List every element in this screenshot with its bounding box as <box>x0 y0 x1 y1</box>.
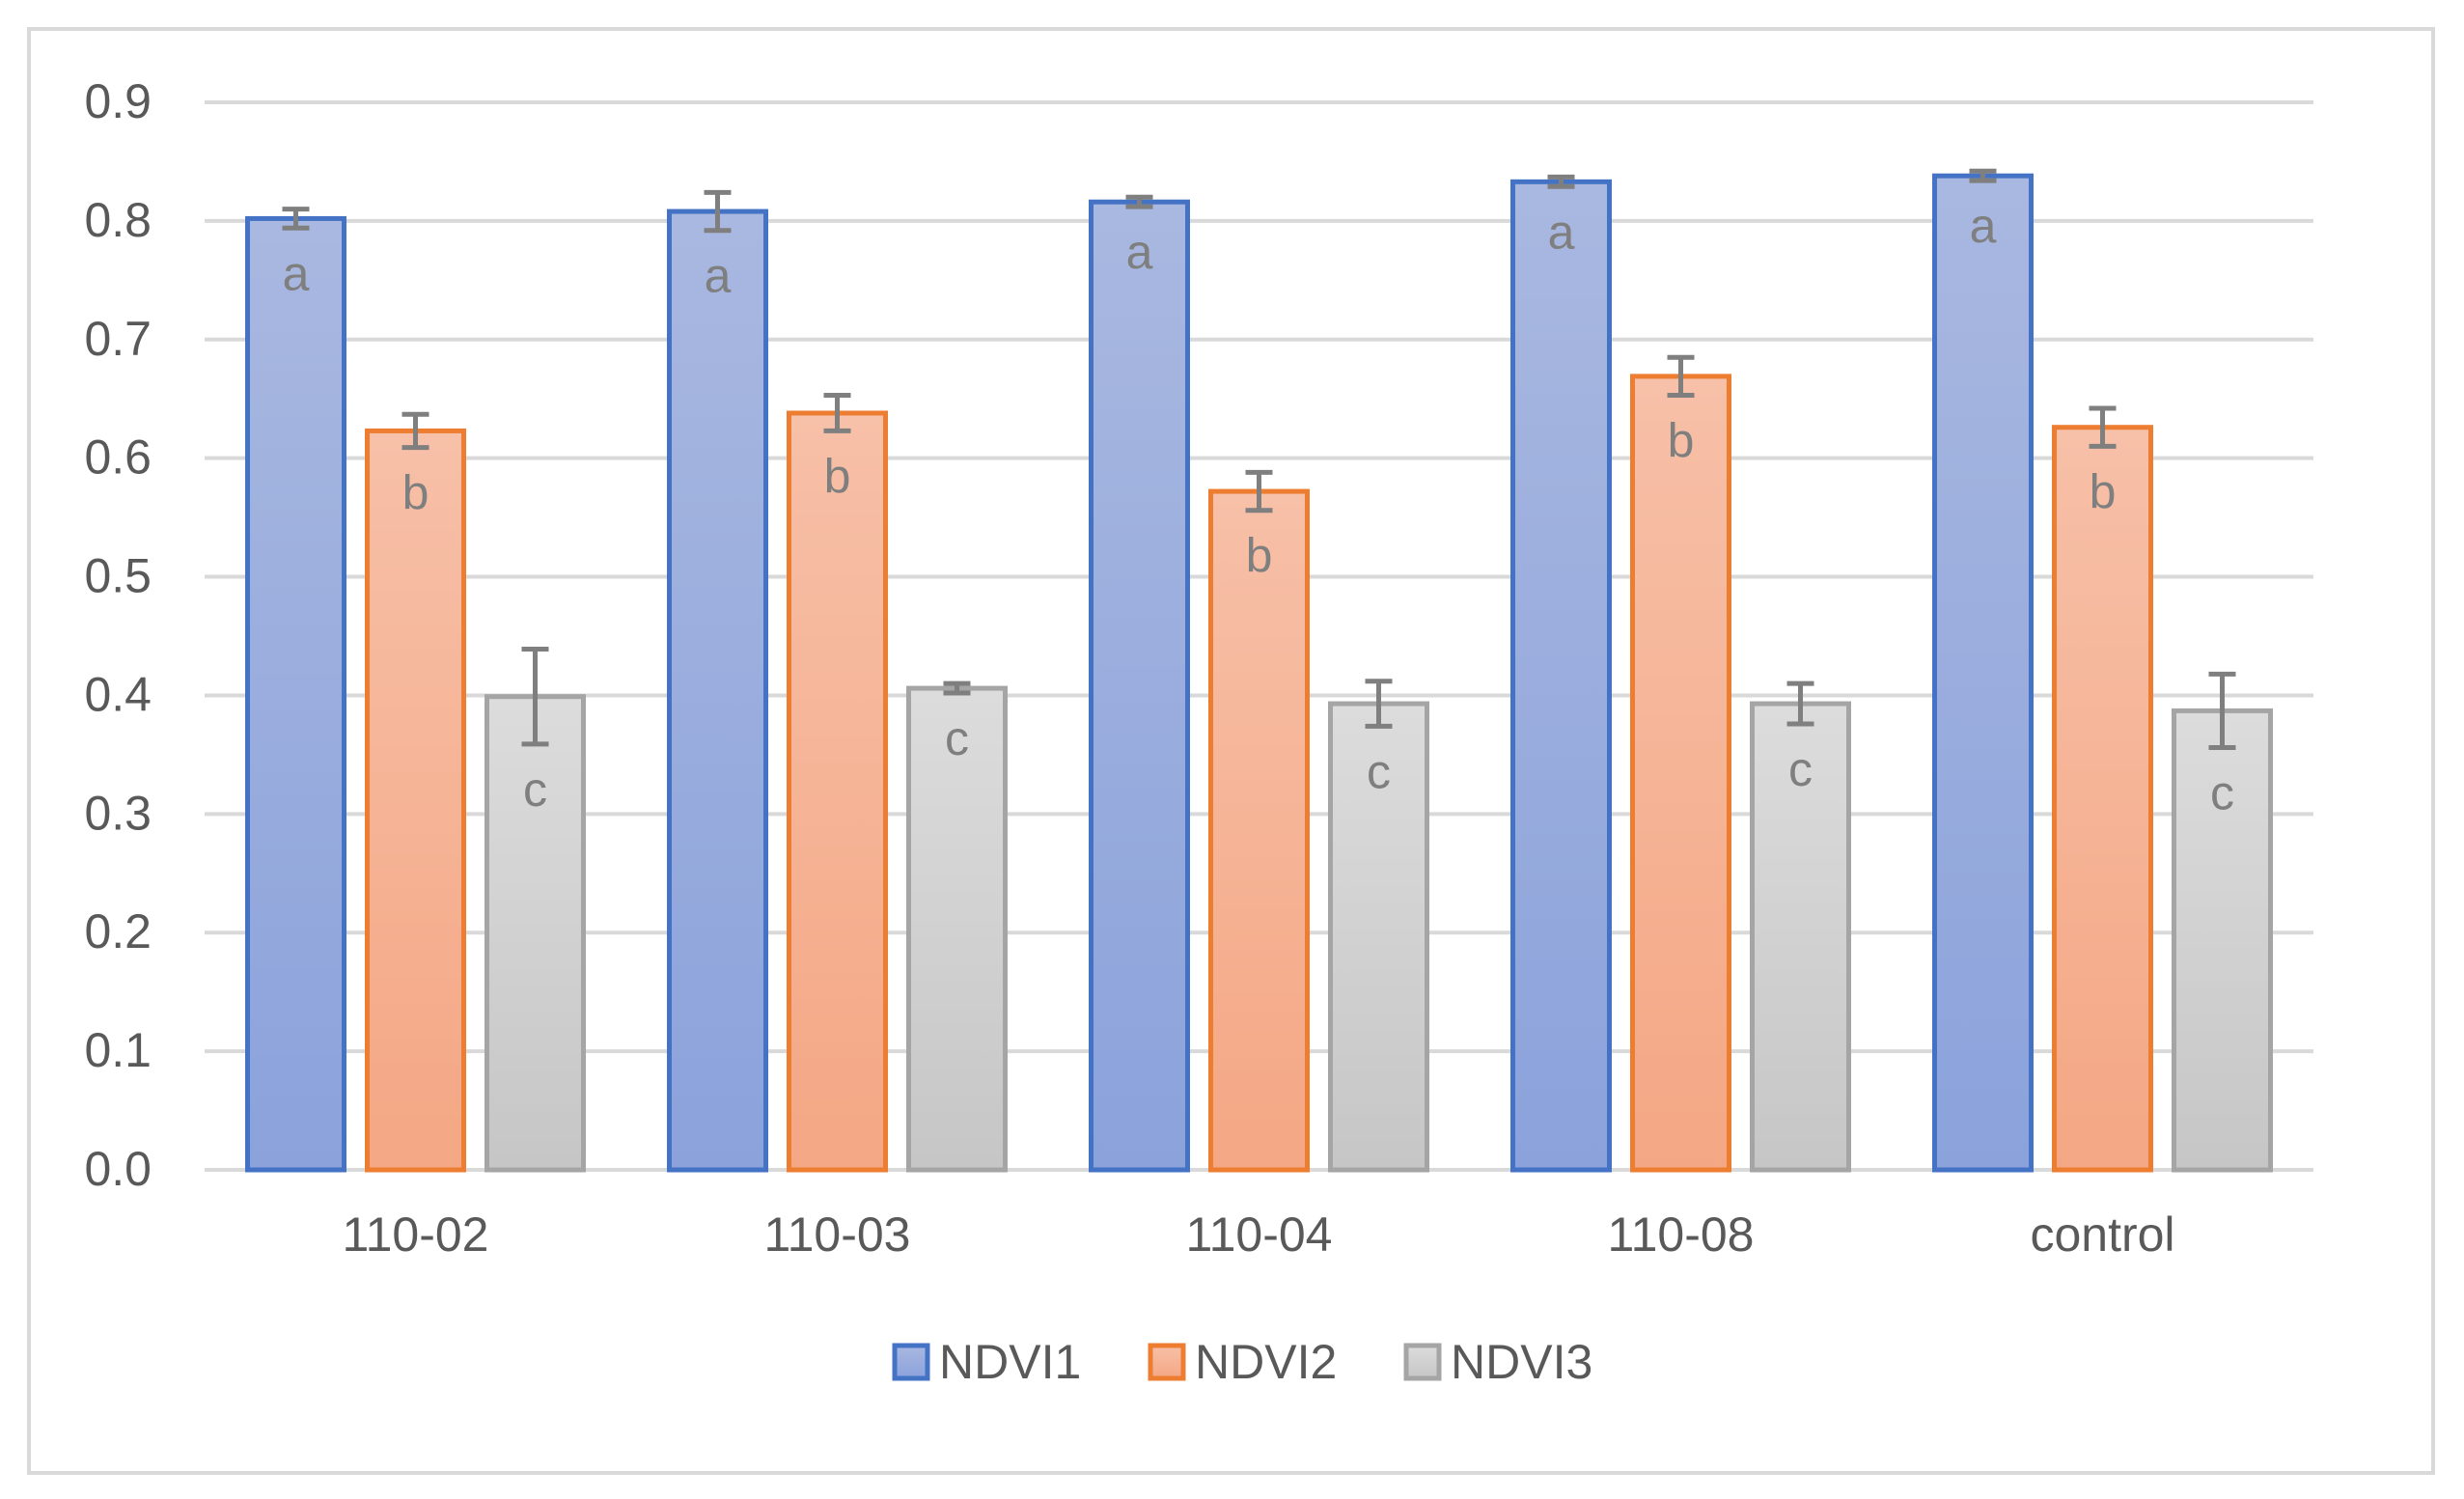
y-tick-label: 0.8 <box>84 193 152 247</box>
error-bar <box>1786 680 1814 727</box>
x-tick-label: 110-04 <box>1186 1208 1333 1262</box>
significance-letter: c <box>945 711 969 765</box>
error-bar <box>943 680 971 696</box>
y-tick-label: 0.2 <box>84 904 152 958</box>
error-bar <box>704 189 732 234</box>
legend-swatch <box>1403 1343 1442 1381</box>
y-tick-label: 0.7 <box>84 312 152 366</box>
y-tick-label: 0.5 <box>84 549 152 603</box>
legend: NDVI1 NDVI2 NDVI3 <box>892 1335 1592 1389</box>
error-bars <box>282 168 2236 751</box>
error-bar <box>823 393 851 433</box>
significance-letter: b <box>402 466 429 520</box>
bar-chart: 0.0 0.1 0.2 0.3 0.4 0.5 0.6 0.7 0.8 0.9 a b c a b c a b c… <box>84 74 2313 1389</box>
bar-ndvi2-110-02 <box>365 428 466 1173</box>
x-tick-label: control <box>2030 1208 2174 1262</box>
error-bar <box>1245 469 1273 514</box>
error-bar <box>1547 174 1575 189</box>
bar-ndvi3-110-04 <box>1328 701 1429 1173</box>
legend-item-ndvi3: NDVI3 <box>1403 1335 1592 1389</box>
x-tick-label: 110-03 <box>764 1208 911 1262</box>
significance-letter: a <box>1126 225 1153 279</box>
legend-item-ndvi1: NDVI1 <box>892 1335 1081 1389</box>
y-tick-label: 0.9 <box>84 74 152 128</box>
y-tick-label: 0.0 <box>84 1142 152 1196</box>
significance-letter: a <box>283 246 310 300</box>
legend-label: NDVI1 <box>939 1335 1081 1389</box>
significance-letter: c <box>1788 742 1813 796</box>
bar-ndvi2-control <box>2052 425 2153 1173</box>
significance-letter: c <box>2210 766 2234 820</box>
y-axis-ticks: 0.0 0.1 0.2 0.3 0.4 0.5 0.6 0.7 0.8 0.9 <box>84 74 152 1196</box>
significance-letter: b <box>824 449 851 503</box>
y-tick-label: 0.1 <box>84 1023 152 1077</box>
significance-letter: b <box>2090 464 2117 518</box>
bar-ndvi1-control <box>1932 173 2034 1173</box>
significance-letter: b <box>1246 529 1273 583</box>
x-tick-label: 110-08 <box>1608 1208 1755 1262</box>
bar-ndvi3-110-08 <box>1750 701 1851 1173</box>
error-bar <box>1365 679 1393 729</box>
error-bar <box>521 647 549 747</box>
error-bar <box>2089 405 2117 449</box>
error-bar <box>401 411 429 451</box>
legend-label: NDVI3 <box>1451 1335 1592 1389</box>
bar-ndvi2-110-04 <box>1208 488 1310 1173</box>
significance-letter: a <box>705 249 732 303</box>
error-bar <box>1125 194 1153 209</box>
error-bar <box>282 207 310 231</box>
chart-frame: 0.0 0.1 0.2 0.3 0.4 0.5 0.6 0.7 0.8 0.9 a b c a b c a b c… <box>27 27 2435 1475</box>
bar-ndvi3-control <box>2172 708 2273 1173</box>
legend-label: NDVI2 <box>1195 1335 1337 1389</box>
y-tick-label: 0.3 <box>84 786 152 840</box>
legend-swatch <box>892 1343 930 1381</box>
bar-ndvi2-110-03 <box>787 410 888 1173</box>
bar-ndvi1-110-03 <box>667 208 768 1173</box>
error-bar <box>1969 168 1997 183</box>
bar-ndvi1-110-08 <box>1510 179 1612 1173</box>
bar-ndvi1-110-04 <box>1089 199 1190 1173</box>
legend-item-ndvi2: NDVI2 <box>1148 1335 1337 1389</box>
significance-letter: a <box>1970 199 1997 253</box>
y-tick-label: 0.4 <box>84 667 152 721</box>
y-tick-label: 0.6 <box>84 430 152 485</box>
significance-letter: a <box>1548 205 1575 259</box>
bars <box>245 173 2273 1173</box>
x-axis-ticks: 110-02 110-03 110-04 110-08 control <box>343 1208 2175 1262</box>
significance-letter: c <box>523 763 547 817</box>
bar-ndvi1-110-02 <box>245 215 346 1173</box>
significance-letter: b <box>1668 414 1695 468</box>
error-bar <box>2208 671 2236 751</box>
bar-ndvi2-110-08 <box>1630 374 1731 1173</box>
significance-letters: a b c a b c a b c a b c a b c <box>283 199 2234 819</box>
x-tick-label: 110-02 <box>343 1208 489 1262</box>
error-bar <box>1667 354 1695 399</box>
legend-swatch <box>1148 1343 1186 1381</box>
significance-letter: c <box>1367 744 1391 798</box>
